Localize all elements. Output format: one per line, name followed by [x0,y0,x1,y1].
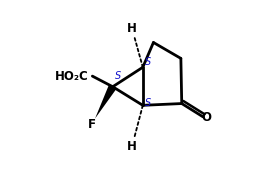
Text: S: S [145,98,151,108]
Text: S: S [145,57,151,67]
Text: S: S [116,71,122,81]
Text: O: O [202,111,211,124]
Polygon shape [95,85,116,119]
Text: F: F [87,118,95,131]
Text: H: H [127,139,137,153]
Text: HO₂C: HO₂C [55,70,89,83]
Text: H: H [127,22,137,35]
